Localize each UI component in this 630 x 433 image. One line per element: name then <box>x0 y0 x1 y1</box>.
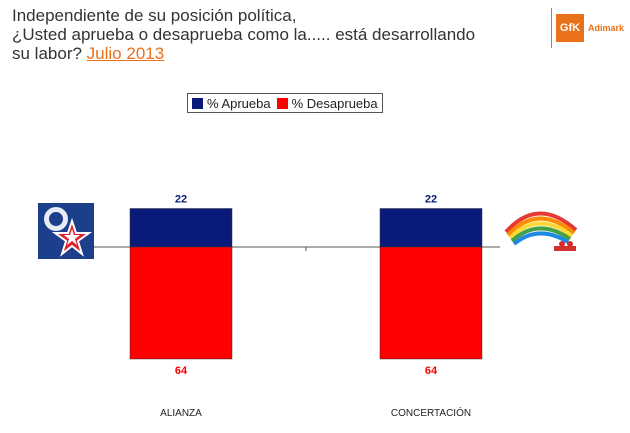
chart-title: Independiente de su posición política, ¿… <box>12 6 532 63</box>
gfk-adimark-logo: GfK Adimark <box>551 8 624 48</box>
legend-swatch-desaprueba <box>276 97 288 109</box>
gfk-logo-mark: GfK <box>556 14 584 42</box>
chart-legend: % Aprueba % Desaprueba <box>187 93 383 113</box>
title-line-1: Independiente de su posición política, <box>12 6 297 25</box>
category-label: CONCERTACIÓN <box>391 406 471 419</box>
data-label-aprueba: 22 <box>425 194 437 206</box>
bar-desaprueba-alianza <box>129 246 233 360</box>
legend-swatch-aprueba <box>192 97 203 109</box>
data-label-aprueba: 22 <box>175 194 187 206</box>
title-line-3: su labor? Julio 2013 <box>12 44 532 63</box>
legend-item-desaprueba: % Desaprueba <box>276 95 378 111</box>
legend-label-aprueba: % Aprueba <box>207 95 271 111</box>
legend-item-aprueba: % Aprueba <box>192 96 271 111</box>
title-line-2: ¿Usted aprueba o desaprueba como la.....… <box>12 25 476 44</box>
legend-label-desaprueba: % Desaprueba <box>291 95 378 111</box>
data-label-desaprueba: 64 <box>425 365 438 377</box>
concertacion-rainbow-logo-icon <box>504 211 578 251</box>
title-date: Julio 2013 <box>86 44 165 63</box>
adimark-logo-text: Adimark <box>587 23 624 33</box>
category-label: ALIANZA <box>160 408 202 419</box>
alianza-logo-icon <box>38 203 94 259</box>
data-label-desaprueba: 64 <box>175 365 188 377</box>
bar-desaprueba-concertación <box>379 246 483 360</box>
bar-aprueba-alianza <box>129 208 233 248</box>
title-line-3-prefix: su labor? <box>12 44 82 63</box>
bar-aprueba-concertación <box>379 208 483 248</box>
